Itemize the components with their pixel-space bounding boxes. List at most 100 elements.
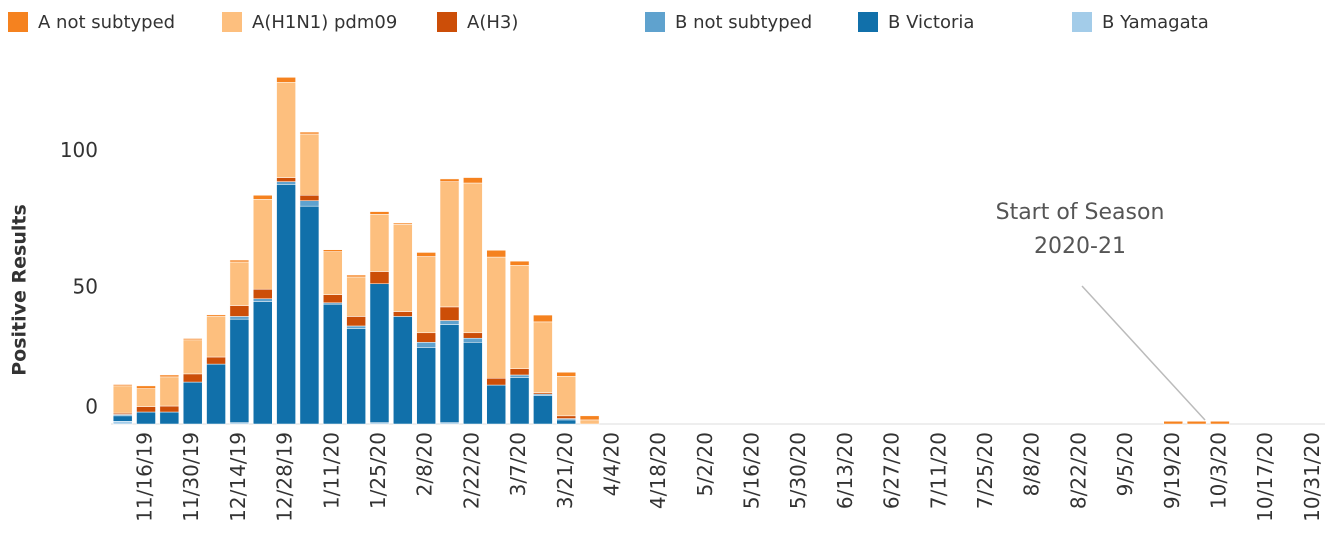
x-tick-label: 5/16/20 [740, 432, 764, 509]
bar-segment [416, 256, 436, 334]
bar-segment [416, 252, 436, 257]
bar-segment [136, 385, 156, 389]
x-tick-label: 5/30/20 [786, 432, 810, 509]
bar-segment [486, 384, 506, 425]
bar-segment [299, 195, 320, 201]
bar-segment [533, 314, 553, 323]
x-tick-label: 1/25/20 [366, 432, 390, 509]
bar-segment [463, 342, 483, 425]
bar-segment [439, 320, 460, 325]
bar-segment [463, 337, 483, 343]
x-tick-label: 10/3/20 [1206, 432, 1230, 509]
bar-segment [182, 373, 203, 383]
bar-segment [229, 261, 250, 306]
bar-segment [229, 305, 250, 317]
bar-segment [182, 381, 203, 425]
bar-segment [346, 316, 366, 327]
x-tick-label: 11/16/19 [133, 432, 157, 522]
x-tick-label: 12/28/19 [273, 432, 297, 522]
bar-segment [1210, 421, 1230, 425]
bar-segment [509, 260, 530, 266]
annotation-line [1081, 285, 1206, 421]
bar-segment [556, 376, 576, 417]
bar-segment [276, 184, 296, 425]
bar-segment [253, 195, 273, 200]
legend-swatch [1072, 12, 1092, 32]
bar-segment [299, 200, 320, 207]
bar-segment [393, 316, 413, 425]
legend-label: A(H1N1) pdm09 [252, 12, 397, 33]
x-tick-label: 8/8/20 [1020, 432, 1044, 496]
x-tick-label: 3/21/20 [553, 432, 577, 509]
bar-segment [533, 395, 553, 425]
bar-segment [346, 328, 366, 425]
x-tick-label: 1/11/20 [319, 432, 343, 509]
bar-segment [369, 283, 390, 423]
y-tick-label: 50 [73, 274, 98, 298]
bar-segment [556, 372, 576, 377]
bar-segment [486, 378, 506, 386]
x-tick-label: 9/5/20 [1113, 432, 1137, 496]
legend-label: B not subtyped [675, 12, 812, 33]
bar-segment [136, 406, 156, 413]
x-tick-label: 4/18/20 [646, 432, 670, 509]
bar-segment [509, 264, 530, 369]
x-tick-label: 10/17/20 [1253, 432, 1277, 522]
bar-segment [346, 325, 366, 329]
bar-segment [579, 415, 600, 421]
bar-segment [112, 385, 133, 414]
legend-label: B Yamagata [1102, 12, 1209, 33]
bar-segment [136, 411, 156, 425]
bar-segment [206, 315, 226, 358]
bar-segment [159, 376, 180, 407]
legend-label: B Victoria [888, 12, 974, 33]
bar-segment [393, 224, 413, 312]
bar-segment [112, 421, 133, 425]
y-tick-label: 100 [60, 138, 98, 162]
bar-segment [159, 405, 180, 413]
bar-segment [323, 251, 343, 295]
x-tick-label: 5/2/20 [693, 432, 717, 496]
legend-label: A not subtyped [38, 12, 175, 33]
bar-segment [276, 77, 296, 83]
x-tick-label: 7/25/20 [973, 432, 997, 509]
bar-segment [346, 274, 366, 278]
bar-segment [253, 298, 273, 302]
bar-segment [1186, 421, 1207, 425]
bar-segment [206, 314, 226, 317]
bar-segment [486, 250, 506, 258]
bar-segment [206, 356, 226, 365]
x-tick-label: 12/14/19 [226, 432, 250, 522]
bar-segment [323, 249, 343, 252]
x-tick-label: 9/19/20 [1160, 432, 1184, 509]
x-tick-label: 2/22/20 [459, 432, 483, 509]
bar-segment [229, 316, 250, 320]
bar-segment [253, 199, 273, 290]
x-tick-label: 6/13/20 [833, 432, 857, 509]
bar-segment [276, 177, 296, 182]
bar-segment [509, 368, 530, 376]
y-axis-label: Positive Results [9, 204, 31, 376]
bar-segment [112, 415, 133, 422]
bar-segment [556, 419, 576, 425]
bar-segment [369, 271, 390, 285]
legend-swatch [222, 12, 242, 32]
bar-segment [253, 288, 273, 299]
bar-segment [416, 342, 436, 349]
legend-swatch [645, 12, 665, 32]
x-tick-label: 6/27/20 [880, 432, 904, 509]
bar-segment [556, 415, 576, 419]
bar-segment [229, 318, 250, 423]
legend-label: A(H3) [467, 12, 518, 33]
legend-swatch [8, 12, 28, 32]
annotation: Start of Season [996, 200, 1165, 225]
legend-swatch [437, 12, 457, 32]
bar-segment [579, 419, 600, 425]
bar-segment [509, 377, 530, 425]
bar-segment [346, 276, 366, 317]
bar-segment [323, 294, 343, 304]
bar-segment [206, 363, 226, 425]
bar-segment [463, 177, 483, 184]
bar-segment [439, 181, 460, 308]
